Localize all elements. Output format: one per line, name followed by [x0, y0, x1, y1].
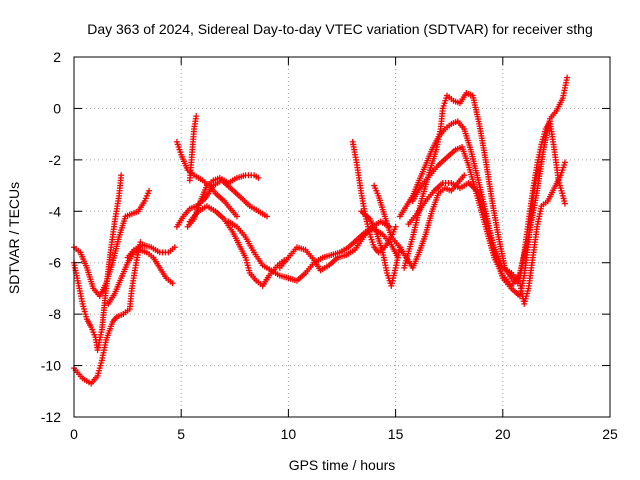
x-tick-label: 20 [495, 426, 511, 442]
data-series [71, 239, 144, 387]
data-series [371, 172, 468, 271]
data-series [186, 113, 200, 184]
data-series [71, 172, 125, 354]
data-series-group [71, 74, 571, 387]
data-point-marker [146, 187, 153, 194]
x-tick-label: 25 [602, 426, 618, 442]
y-tick-label: -8 [49, 306, 62, 322]
x-tick-label: 10 [281, 426, 297, 442]
data-point-marker [193, 113, 200, 120]
data-point-marker [561, 159, 568, 166]
data-point-marker [392, 223, 399, 230]
data-series [105, 246, 176, 307]
data-series [516, 118, 568, 282]
y-tick-label: -12 [41, 409, 61, 425]
data-series [124, 241, 178, 261]
data-series [173, 138, 240, 220]
chart-title: Day 363 of 2024, Sidereal Day-to-day VTE… [87, 21, 593, 37]
y-tick-label: 0 [53, 100, 61, 116]
x-tick-label: 5 [177, 426, 185, 442]
x-tick-label: 0 [70, 426, 78, 442]
data-series [401, 90, 521, 287]
data-series [358, 208, 403, 289]
x-tick-label: 15 [388, 426, 404, 442]
data-point-marker [233, 213, 240, 220]
data-point-marker [561, 200, 568, 207]
y-tick-label: -2 [49, 152, 62, 168]
data-point-marker [564, 74, 571, 81]
data-point-marker [255, 174, 262, 181]
grid-lines [74, 57, 610, 417]
data-point-marker [171, 244, 178, 251]
plot-frame [73, 56, 611, 418]
x-axis-label: GPS time / hours [289, 457, 396, 473]
y-axis-ticks: -12 -10 -8 -6 -4 -2 0 2 [41, 49, 610, 425]
data-series [225, 218, 401, 284]
y-tick-label: 2 [53, 49, 61, 65]
y-axis-label: SDTVAR / TECUs [6, 182, 22, 294]
data-point-marker [263, 213, 270, 220]
y-tick-label: -6 [49, 255, 62, 271]
data-series [184, 172, 262, 230]
data-point-marker [118, 172, 125, 179]
data-point-marker [169, 280, 176, 287]
data-point-marker [461, 172, 468, 179]
y-tick-label: -4 [49, 203, 62, 219]
x-axis-ticks: 0 5 10 15 20 25 [70, 57, 618, 442]
y-tick-label: -10 [41, 358, 61, 374]
